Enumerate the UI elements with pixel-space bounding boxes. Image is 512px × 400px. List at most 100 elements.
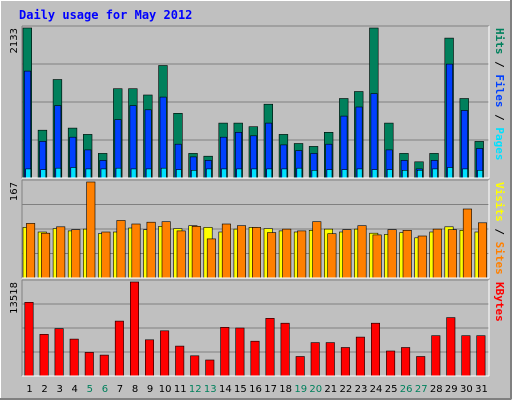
bar-sites-day-31 (477, 222, 487, 279)
axis-label-part: Sites (493, 242, 506, 275)
bar-files-day-23 (355, 106, 363, 179)
bar-files-day-29 (445, 63, 453, 179)
panel-hits-files-pages: 2133 Hits / Files / Pages (9, 25, 506, 179)
bar-kbytes-day-9 (145, 339, 155, 377)
bar-kbytes-day-24 (370, 322, 380, 377)
bar-kbytes-day-28 (431, 335, 441, 377)
bar-pages-day-28 (432, 168, 438, 179)
bar-pages-day-21 (326, 169, 333, 179)
bar-sites-day-19 (297, 230, 307, 279)
bar-kbytes-day-6 (99, 354, 109, 377)
x-tick-label-day-31: 31 (475, 384, 488, 395)
panel-visits-sites: 167 Visits / Sites (9, 179, 506, 279)
axis-label-part: / (493, 222, 506, 242)
x-tick-label-day-5: 5 (87, 384, 93, 395)
panel-bars (24, 281, 486, 377)
x-tick-label-day-25: 25 (385, 384, 398, 395)
bar-kbytes-day-15 (235, 327, 245, 377)
bar-sites-day-27 (417, 235, 427, 279)
x-tick-label-day-2: 2 (41, 384, 47, 395)
bar-sites-day-4 (71, 229, 81, 279)
bar-sites-day-23 (357, 225, 367, 279)
axis-label-part: Pages (493, 127, 506, 160)
right-axis-label: Visits / Sites (493, 182, 506, 275)
bar-kbytes-day-13 (205, 359, 215, 377)
right-axis-label: KBytes (493, 282, 506, 322)
bar-pages-day-11 (176, 169, 182, 179)
x-tick-label-day-9: 9 (147, 384, 153, 395)
x-tick-label-day-13: 13 (204, 384, 217, 395)
bar-sites-day-24 (372, 234, 382, 279)
bar-sites-day-2 (41, 232, 51, 279)
bar-pages-day-25 (386, 169, 393, 179)
x-tick-label-day-29: 29 (445, 384, 458, 395)
axis-label-part: KBytes (493, 282, 506, 322)
bar-pages-day-12 (191, 170, 197, 179)
bar-sites-day-8 (131, 223, 141, 279)
x-tick-label-day-8: 8 (132, 384, 138, 395)
bar-pages-day-8 (130, 168, 137, 179)
bar-pages-day-14 (221, 168, 227, 179)
bar-sites-day-6 (101, 231, 111, 279)
bar-kbytes-day-31 (476, 335, 486, 377)
bar-kbytes-day-8 (130, 281, 140, 377)
bar-files-day-24 (370, 93, 378, 179)
bar-kbytes-day-10 (160, 330, 170, 377)
bar-sites-day-25 (387, 229, 397, 279)
bar-pages-day-3 (55, 167, 62, 179)
bar-sites-day-1 (26, 223, 36, 279)
bar-sites-day-22 (342, 229, 352, 279)
bar-pages-day-10 (160, 167, 167, 179)
bar-pages-day-6 (100, 168, 107, 179)
bar-pages-day-7 (115, 167, 122, 179)
bar-kbytes-day-4 (69, 338, 79, 377)
x-tick-label-day-7: 7 (117, 384, 123, 395)
x-axis-labels: 1 2 3 4 5 6 7 8 9 10 11 12 13 14 15 16 17 18 19 20 21 22 23 24 2… (26, 384, 488, 395)
bar-files-day-30 (460, 110, 468, 179)
bar-pages-day-16 (251, 168, 258, 179)
x-tick-label-day-23: 23 (355, 384, 368, 395)
axis-label-part: Hits (493, 28, 506, 55)
bar-kbytes-day-23 (355, 336, 365, 377)
bar-files-day-8 (129, 105, 137, 179)
bar-sites-day-28 (432, 228, 442, 279)
bar-sites-day-17 (267, 232, 277, 279)
bar-sites-day-26 (402, 230, 412, 279)
bar-pages-day-31 (477, 170, 484, 179)
bar-pages-day-5 (85, 168, 92, 179)
bar-sites-day-30 (462, 208, 472, 279)
bar-kbytes-day-19 (295, 356, 305, 377)
bar-sites-day-21 (327, 233, 337, 279)
bar-kbytes-day-17 (265, 317, 275, 377)
bar-sites-day-29 (447, 229, 457, 279)
bar-kbytes-day-22 (340, 347, 350, 377)
panel-kbytes: 13518 KBytes (9, 279, 506, 377)
x-tick-label-day-10: 10 (159, 384, 172, 395)
x-tick-label-day-14: 14 (219, 384, 232, 395)
x-tick-label-day-11: 11 (174, 384, 187, 395)
axis-label-part: Files (493, 74, 506, 107)
x-tick-label-day-30: 30 (460, 384, 473, 395)
bar-sites-day-10 (161, 221, 171, 279)
bar-kbytes-day-18 (280, 322, 290, 377)
chart-title: Daily usage for May 2012 (19, 8, 192, 22)
bar-sites-day-14 (221, 223, 231, 279)
bar-kbytes-day-26 (401, 347, 411, 377)
bar-pages-day-4 (70, 167, 77, 179)
x-tick-label-day-6: 6 (102, 384, 108, 395)
bar-sites-day-3 (56, 226, 66, 279)
axis-label-part: / (493, 108, 506, 128)
x-tick-label-day-28: 28 (430, 384, 443, 395)
bar-kbytes-day-16 (250, 340, 260, 377)
bar-pages-day-27 (416, 170, 423, 179)
bar-kbytes-day-14 (220, 326, 230, 377)
bar-pages-day-15 (236, 168, 243, 179)
bar-pages-day-23 (356, 168, 363, 179)
bar-sites-day-12 (191, 226, 201, 279)
bar-kbytes-day-5 (84, 352, 94, 377)
bar-files-day-1 (24, 70, 31, 179)
bar-kbytes-day-21 (325, 342, 335, 377)
bar-pages-day-18 (281, 168, 288, 179)
